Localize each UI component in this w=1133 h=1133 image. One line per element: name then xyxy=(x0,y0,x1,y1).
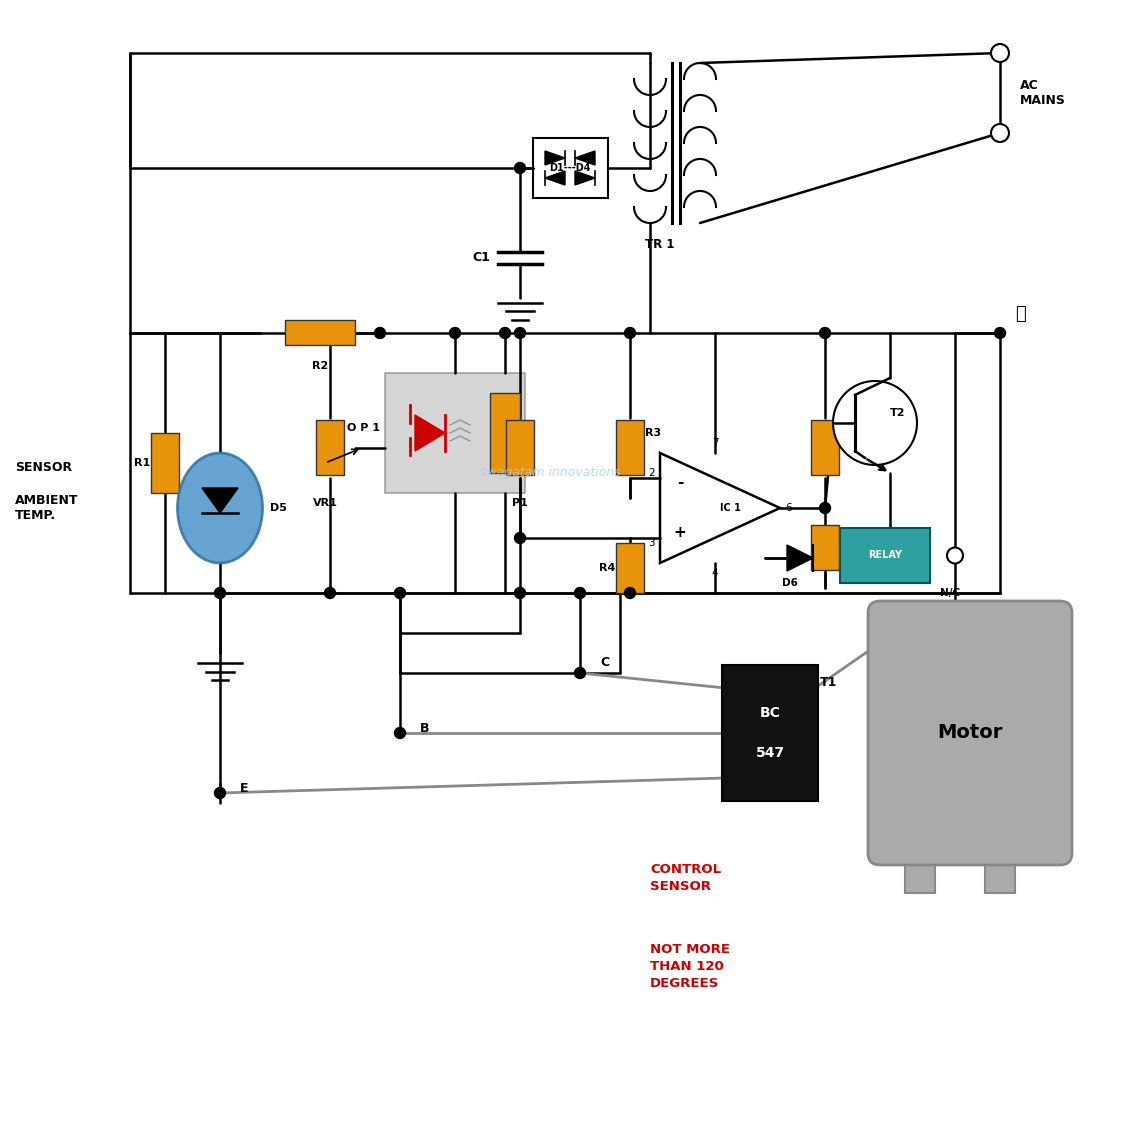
Text: 4: 4 xyxy=(712,568,718,578)
Bar xyxy=(616,543,644,593)
Text: ⏚: ⏚ xyxy=(1015,305,1025,323)
Bar xyxy=(533,138,607,198)
Circle shape xyxy=(375,327,385,339)
FancyBboxPatch shape xyxy=(722,665,818,801)
Circle shape xyxy=(819,503,830,513)
Text: CONTROL
SENSOR: CONTROL SENSOR xyxy=(650,863,721,893)
Polygon shape xyxy=(545,171,565,185)
Text: R3: R3 xyxy=(645,428,662,438)
Text: P1: P1 xyxy=(512,499,528,508)
Text: AMBIENT
TEMP.: AMBIENT TEMP. xyxy=(15,494,78,522)
Polygon shape xyxy=(661,453,780,563)
Text: +: + xyxy=(674,526,687,540)
Text: C1: C1 xyxy=(472,252,489,264)
Text: E: E xyxy=(240,782,248,794)
Bar xyxy=(985,853,1015,893)
Polygon shape xyxy=(576,171,595,185)
Text: D5: D5 xyxy=(270,503,287,513)
Text: R2: R2 xyxy=(312,361,329,370)
Text: C: C xyxy=(600,656,610,670)
Text: T2: T2 xyxy=(891,408,905,418)
Circle shape xyxy=(991,44,1010,62)
Bar xyxy=(840,528,930,583)
Text: R6: R6 xyxy=(840,543,857,553)
Circle shape xyxy=(514,162,526,173)
Text: IC 1: IC 1 xyxy=(719,503,741,513)
Text: D1---D4: D1---D4 xyxy=(550,163,590,173)
Bar xyxy=(506,420,534,476)
Text: RELAY: RELAY xyxy=(868,551,902,561)
Circle shape xyxy=(624,588,636,598)
Text: BC: BC xyxy=(759,706,781,719)
Bar xyxy=(616,420,644,476)
Text: 6: 6 xyxy=(785,503,792,513)
Circle shape xyxy=(947,547,963,563)
Bar xyxy=(811,420,840,476)
Text: D6: D6 xyxy=(782,578,798,588)
Bar xyxy=(905,853,935,893)
Polygon shape xyxy=(576,151,595,165)
Text: B: B xyxy=(420,722,429,734)
Circle shape xyxy=(514,588,526,598)
Circle shape xyxy=(514,327,526,339)
Circle shape xyxy=(500,327,511,339)
Text: R4: R4 xyxy=(598,563,615,573)
FancyBboxPatch shape xyxy=(868,600,1072,864)
Polygon shape xyxy=(545,151,565,165)
Text: 7: 7 xyxy=(712,438,718,448)
Circle shape xyxy=(394,727,406,739)
Bar xyxy=(151,433,179,493)
Text: O P 1: O P 1 xyxy=(347,423,380,433)
Text: VR1: VR1 xyxy=(313,499,338,508)
Circle shape xyxy=(514,533,526,544)
Polygon shape xyxy=(415,415,445,451)
Text: Motor: Motor xyxy=(937,724,1003,742)
Text: SENSOR: SENSOR xyxy=(15,461,73,475)
Circle shape xyxy=(214,588,225,598)
Text: T1: T1 xyxy=(820,676,837,690)
Circle shape xyxy=(394,588,406,598)
Text: NOT MORE
THAN 120
DEGREES: NOT MORE THAN 120 DEGREES xyxy=(650,943,730,990)
Text: -: - xyxy=(676,476,683,491)
Circle shape xyxy=(833,381,917,465)
Circle shape xyxy=(574,667,586,679)
Ellipse shape xyxy=(178,453,263,563)
Text: 3: 3 xyxy=(648,538,655,548)
Circle shape xyxy=(324,588,335,598)
Text: swagatam innovations: swagatam innovations xyxy=(479,467,621,479)
Text: 547: 547 xyxy=(756,746,784,760)
Text: 2: 2 xyxy=(648,468,655,478)
Text: R1: R1 xyxy=(134,458,150,468)
Text: R5: R5 xyxy=(840,428,857,438)
Bar xyxy=(286,321,355,346)
Text: N/C: N/C xyxy=(940,588,960,598)
Text: AC
MAINS: AC MAINS xyxy=(1020,79,1066,107)
Bar xyxy=(489,393,520,472)
Bar xyxy=(811,526,840,571)
Polygon shape xyxy=(202,488,238,513)
Circle shape xyxy=(995,327,1005,339)
Polygon shape xyxy=(787,545,813,571)
Circle shape xyxy=(450,327,460,339)
Circle shape xyxy=(624,327,636,339)
Circle shape xyxy=(819,327,830,339)
Circle shape xyxy=(991,123,1010,142)
Text: TR 1: TR 1 xyxy=(646,238,675,252)
Circle shape xyxy=(574,588,586,598)
Bar xyxy=(316,420,344,476)
Circle shape xyxy=(214,787,225,799)
FancyBboxPatch shape xyxy=(385,373,525,493)
